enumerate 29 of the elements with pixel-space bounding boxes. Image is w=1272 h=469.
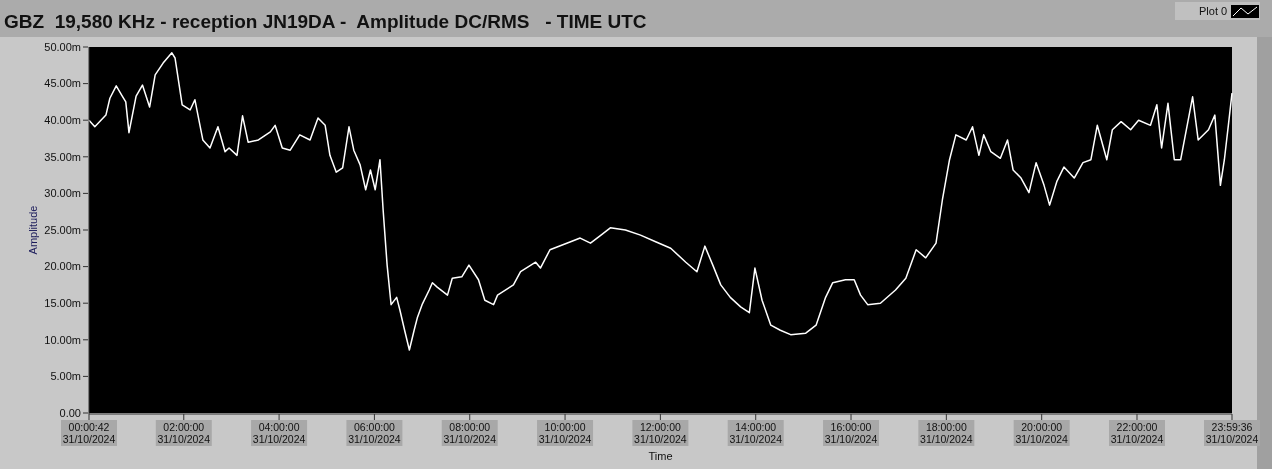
y-tick-label: 35.00m — [44, 150, 81, 163]
x-tick-label: 04:00:00 31/10/2024 — [252, 421, 306, 445]
chart-title: GBZ 19,580 KHz - reception JN19DA - Amplitude DC/RMS - TIME UTC — [4, 11, 647, 32]
y-tick-label: 20.00m — [44, 260, 81, 273]
x-tick-label: 08:00:00 31/10/2024 — [443, 421, 497, 445]
x-axis-title: Time — [648, 450, 673, 462]
x-tick-label: 06:00:00 31/10/2024 — [348, 421, 401, 445]
x-tick-label: 22:00:00 31/10/2024 — [1110, 421, 1164, 445]
y-tick-label: 5.00m — [50, 370, 81, 383]
legend-label: Plot 0 — [1199, 5, 1228, 17]
y-tick-label: 45.00m — [44, 77, 81, 90]
y-tick-label: 25.00m — [44, 223, 81, 236]
x-tick-label: 14:00:00 31/10/2024 — [729, 421, 783, 445]
line-series — [88, 52, 1233, 351]
x-tick-label: 18:00:00 31/10/2024 — [920, 421, 973, 445]
x-tick-label: 02:00:00 31/10/2024 — [157, 421, 211, 445]
y-tick-label: 10.00m — [44, 333, 81, 346]
y-axis-title: Amplitude — [27, 205, 39, 255]
x-tick-label: 00:00:42 31/10/2024 — [62, 421, 116, 445]
y-tick-label: 0.00 — [59, 406, 81, 419]
x-tick-label: 12:00:00 31/10/2024 — [634, 421, 687, 445]
x-tick-label: 20:00:00 31/10/2024 — [1015, 421, 1069, 445]
x-tick-label: 10:00:00 31/10/2024 — [538, 421, 592, 445]
x-tick-label: 23:59:36 31/10/2024 — [1205, 421, 1259, 445]
y-tick-label: 40.00m — [44, 114, 81, 127]
y-tick-label: 30.00m — [44, 187, 81, 200]
y-tick-label: 15.00m — [44, 297, 81, 310]
y-tick-label: 50.00m — [44, 40, 81, 53]
x-tick-label: 16:00:00 31/10/2024 — [824, 421, 878, 445]
